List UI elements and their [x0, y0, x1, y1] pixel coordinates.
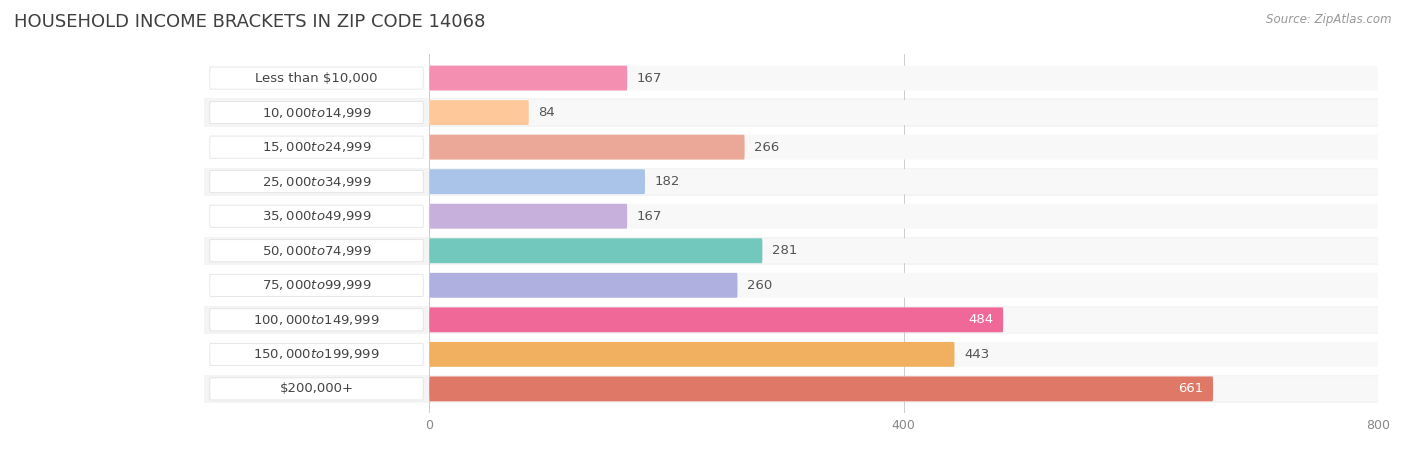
Text: HOUSEHOLD INCOME BRACKETS IN ZIP CODE 14068: HOUSEHOLD INCOME BRACKETS IN ZIP CODE 14…	[14, 13, 485, 31]
FancyBboxPatch shape	[429, 342, 1378, 367]
FancyBboxPatch shape	[209, 67, 423, 89]
Text: 182: 182	[655, 175, 681, 188]
Text: $200,000+: $200,000+	[280, 383, 353, 396]
FancyBboxPatch shape	[204, 271, 1378, 299]
Text: 260: 260	[747, 279, 772, 292]
Text: $10,000 to $14,999: $10,000 to $14,999	[262, 106, 371, 119]
FancyBboxPatch shape	[429, 135, 1378, 159]
Text: $150,000 to $199,999: $150,000 to $199,999	[253, 348, 380, 361]
Text: 281: 281	[772, 244, 797, 257]
Text: 661: 661	[1178, 383, 1204, 396]
FancyBboxPatch shape	[429, 204, 627, 229]
FancyBboxPatch shape	[429, 135, 745, 159]
Text: 443: 443	[965, 348, 990, 361]
FancyBboxPatch shape	[204, 133, 1378, 161]
FancyBboxPatch shape	[429, 308, 1378, 332]
Text: 167: 167	[637, 71, 662, 84]
FancyBboxPatch shape	[209, 240, 423, 262]
FancyBboxPatch shape	[429, 169, 1378, 194]
FancyBboxPatch shape	[209, 274, 423, 296]
FancyBboxPatch shape	[209, 343, 423, 365]
FancyBboxPatch shape	[209, 309, 423, 331]
FancyBboxPatch shape	[209, 205, 423, 227]
Text: $25,000 to $34,999: $25,000 to $34,999	[262, 175, 371, 189]
FancyBboxPatch shape	[429, 169, 645, 194]
FancyBboxPatch shape	[429, 66, 1378, 91]
Text: $100,000 to $149,999: $100,000 to $149,999	[253, 313, 380, 327]
FancyBboxPatch shape	[204, 340, 1378, 369]
FancyBboxPatch shape	[429, 238, 1378, 263]
FancyBboxPatch shape	[429, 376, 1378, 401]
Text: Source: ZipAtlas.com: Source: ZipAtlas.com	[1267, 13, 1392, 26]
FancyBboxPatch shape	[204, 306, 1378, 334]
FancyBboxPatch shape	[204, 237, 1378, 265]
FancyBboxPatch shape	[429, 100, 1378, 125]
FancyBboxPatch shape	[429, 308, 1002, 332]
FancyBboxPatch shape	[204, 375, 1378, 403]
FancyBboxPatch shape	[429, 238, 762, 263]
FancyBboxPatch shape	[209, 378, 423, 400]
Text: $15,000 to $24,999: $15,000 to $24,999	[262, 140, 371, 154]
FancyBboxPatch shape	[204, 202, 1378, 230]
Text: $35,000 to $49,999: $35,000 to $49,999	[262, 209, 371, 223]
FancyBboxPatch shape	[209, 171, 423, 193]
FancyBboxPatch shape	[209, 101, 423, 123]
FancyBboxPatch shape	[429, 342, 955, 367]
Text: 484: 484	[969, 313, 994, 326]
FancyBboxPatch shape	[429, 100, 529, 125]
Text: 167: 167	[637, 210, 662, 223]
Text: 266: 266	[754, 141, 779, 154]
Text: Less than $10,000: Less than $10,000	[256, 71, 378, 84]
Text: $50,000 to $74,999: $50,000 to $74,999	[262, 244, 371, 258]
Text: 84: 84	[538, 106, 555, 119]
FancyBboxPatch shape	[429, 66, 627, 91]
FancyBboxPatch shape	[429, 273, 1378, 298]
FancyBboxPatch shape	[204, 64, 1378, 92]
FancyBboxPatch shape	[204, 98, 1378, 127]
FancyBboxPatch shape	[429, 204, 1378, 229]
FancyBboxPatch shape	[204, 167, 1378, 196]
Text: $75,000 to $99,999: $75,000 to $99,999	[262, 278, 371, 292]
FancyBboxPatch shape	[429, 376, 1213, 401]
FancyBboxPatch shape	[209, 136, 423, 158]
FancyBboxPatch shape	[429, 273, 738, 298]
